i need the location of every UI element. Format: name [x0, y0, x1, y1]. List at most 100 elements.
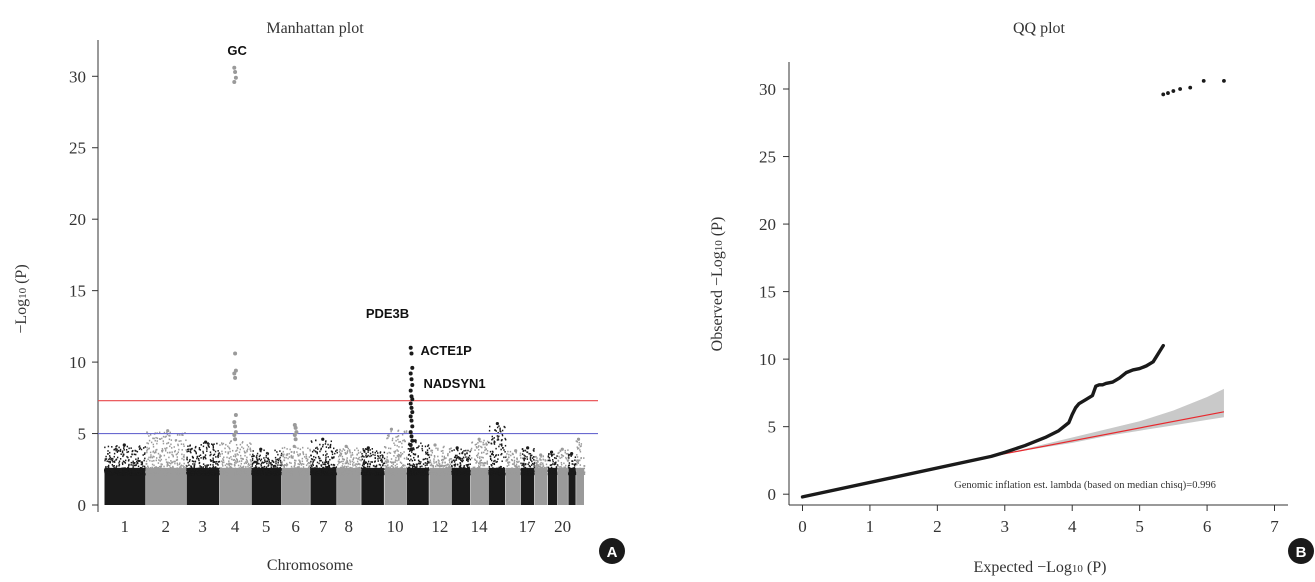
snp-point: [155, 473, 158, 475]
snp-point: [106, 460, 108, 463]
snp-point: [299, 472, 301, 474]
snp-point: [394, 459, 397, 461]
snp-point: [339, 452, 342, 455]
snp-point: [290, 473, 292, 476]
peak-point: [410, 382, 415, 387]
snp-point: [562, 455, 565, 457]
snp-point: [493, 456, 496, 458]
snp-point: [301, 470, 303, 473]
snp-point: [355, 466, 357, 468]
qq-y-tick-label: 20: [759, 215, 776, 234]
snp-point: [185, 472, 187, 475]
snp-point: [297, 455, 299, 457]
snp-point: [239, 468, 241, 471]
snp-point: [317, 448, 319, 450]
snp-point: [402, 465, 405, 467]
snp-point: [488, 429, 491, 432]
snp-point: [538, 465, 541, 468]
snp-point: [148, 447, 150, 450]
snp-point: [243, 470, 245, 472]
manhattan-x-tick-label: 4: [231, 517, 240, 536]
snp-point: [146, 448, 149, 451]
snp-point: [183, 454, 185, 456]
snp-point: [214, 471, 216, 474]
snp-point: [148, 472, 150, 474]
snp-point: [178, 470, 180, 473]
snp-point: [158, 473, 160, 476]
snp-point: [146, 473, 148, 475]
snp-point: [377, 454, 379, 457]
snp-point: [339, 466, 342, 469]
snp-point: [445, 457, 447, 459]
snp-point: [221, 452, 223, 455]
snp-point: [127, 466, 130, 468]
chromosome-point-mass: [451, 467, 471, 505]
snp-point: [252, 455, 254, 458]
snp-point: [344, 462, 347, 465]
snp-point: [285, 456, 287, 459]
snp-point: [491, 464, 493, 467]
snp-point: [474, 458, 476, 461]
snp-point: [162, 435, 165, 438]
snp-point: [583, 473, 586, 475]
snp-point: [506, 458, 509, 461]
snp-point: [454, 454, 457, 457]
snp-point: [569, 472, 571, 475]
snp-point: [129, 470, 131, 472]
snp-point: [154, 439, 156, 442]
snp-point: [338, 467, 340, 470]
snp-point: [181, 457, 183, 460]
snp-point: [367, 460, 370, 463]
snp-point: [116, 465, 118, 467]
chromosome-point-mass: [384, 467, 407, 505]
snp-point: [397, 470, 400, 472]
snp-point: [477, 456, 479, 459]
snp-point: [204, 473, 206, 476]
snp-point: [403, 467, 406, 470]
snp-point: [483, 473, 485, 476]
snp-point: [300, 472, 303, 475]
snp-point: [363, 470, 366, 472]
snp-point: [478, 471, 480, 474]
snp-point: [232, 472, 235, 474]
manhattan-x-tick-label: 20: [554, 517, 571, 536]
snp-point: [162, 442, 165, 445]
snp-point: [160, 466, 162, 469]
snp-point: [516, 458, 518, 461]
snp-point: [496, 473, 498, 475]
snp-point: [544, 472, 547, 475]
snp-point: [312, 464, 314, 467]
snp-point: [285, 454, 288, 456]
snp-point: [557, 460, 560, 462]
snp-point: [279, 459, 282, 462]
manhattan-background-points: [104, 421, 586, 505]
snp-point: [379, 452, 382, 454]
snp-point: [358, 467, 360, 470]
snp-point: [456, 472, 458, 474]
snp-point: [366, 455, 369, 458]
snp-point: [168, 456, 170, 459]
snp-point: [448, 466, 450, 468]
snp-point: [426, 470, 428, 473]
snp-point: [210, 472, 213, 474]
snp-point: [209, 473, 211, 475]
snp-point: [522, 449, 525, 452]
snp-point: [416, 469, 418, 471]
snp-point: [530, 469, 532, 471]
snp-point: [288, 473, 290, 476]
snp-point: [327, 470, 329, 473]
snp-point: [138, 472, 141, 474]
snp-point: [249, 442, 251, 444]
snp-point: [244, 468, 247, 471]
snp-point: [320, 447, 323, 450]
peak-point: [409, 405, 414, 410]
peak-point: [408, 371, 413, 376]
snp-point: [522, 468, 524, 471]
snp-point: [447, 472, 449, 474]
snp-point: [546, 471, 548, 473]
snp-point: [411, 459, 414, 462]
snp-point: [534, 468, 536, 471]
snp-point: [386, 456, 388, 458]
snp-point: [492, 470, 494, 473]
snp-point: [468, 466, 470, 469]
